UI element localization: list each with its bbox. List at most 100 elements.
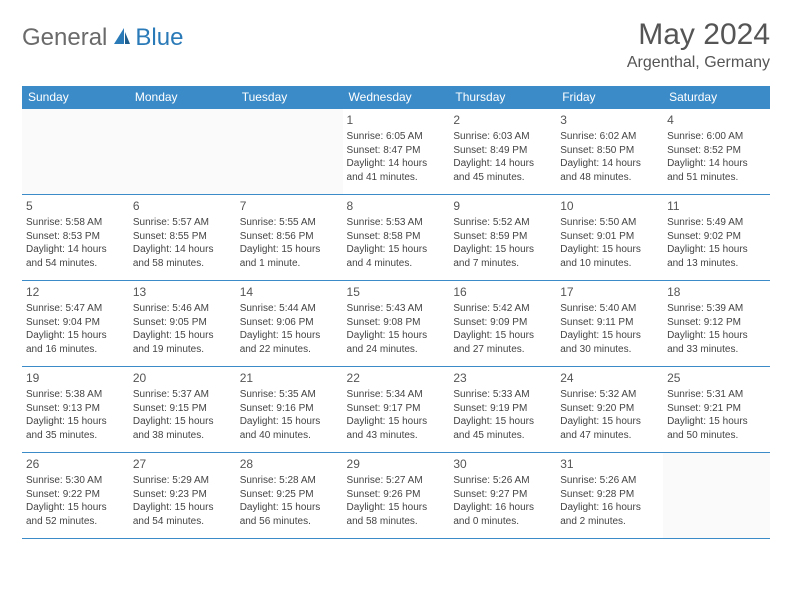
sunrise-line: Sunrise: 5:32 AM	[560, 388, 659, 402]
sunset-line: Sunset: 9:17 PM	[347, 402, 446, 416]
logo-text-general: General	[22, 24, 107, 52]
calendar-day-cell: 15Sunrise: 5:43 AMSunset: 9:08 PMDayligh…	[343, 281, 450, 367]
sunset-line: Sunset: 9:01 PM	[560, 230, 659, 244]
sunset-line: Sunset: 9:21 PM	[667, 402, 766, 416]
day-number: 16	[453, 284, 552, 300]
sunset-line: Sunset: 9:05 PM	[133, 316, 232, 330]
calendar-week-row: 5 Sunrise: 5:58 AMSunset: 8:53 PM Daylight…	[22, 195, 770, 281]
day-number: 14	[240, 284, 339, 300]
calendar-week-row: 12Sunrise: 5:47 AMSunset: 9:04 PMDayligh…	[22, 281, 770, 367]
calendar-day-cell: 6Sunrise: 5:57 AMSunset: 8:55 PMDaylight…	[129, 195, 236, 281]
calendar-day-cell: 26Sunrise: 5:30 AMSunset: 9:22 PMDayligh…	[22, 453, 129, 539]
day-number: 15	[347, 284, 446, 300]
calendar-day-cell: 2 Sunrise: 6:03 AMSunset: 8:49 PMDaylight…	[449, 109, 556, 195]
sunset-line: Sunset: 9:15 PM	[133, 402, 232, 416]
sunrise-line: Sunrise: 5:35 AM	[240, 388, 339, 402]
sunrise-line: Sunrise: 5:49 AM	[667, 216, 766, 230]
daylight-line: Daylight: 15 hours and 43 minutes.	[347, 415, 446, 442]
calendar-day-cell: 16Sunrise: 5:42 AMSunset: 9:09 PMDayligh…	[449, 281, 556, 367]
sunrise-line: Sunrise: 5:39 AM	[667, 302, 766, 316]
sunrise-line: Sunrise: 6:03 AM	[453, 130, 552, 144]
sail-icon	[112, 26, 132, 46]
weekday-header: Monday	[129, 86, 236, 109]
sunrise-line: Sunrise: 5:40 AM	[560, 302, 659, 316]
sunrise-line: Sunrise: 5:37 AM	[133, 388, 232, 402]
daylight-line: Daylight: 15 hours and 47 minutes.	[560, 415, 659, 442]
day-number: 18	[667, 284, 766, 300]
sunrise-line: Sunrise: 5:29 AM	[133, 474, 232, 488]
sunset-line: Sunset: 9:16 PM	[240, 402, 339, 416]
day-number: 19	[26, 370, 125, 386]
day-number: 9	[453, 198, 552, 214]
calendar-day-cell: 18Sunrise: 5:39 AMSunset: 9:12 PMDayligh…	[663, 281, 770, 367]
sunrise-line: Sunrise: 5:42 AM	[453, 302, 552, 316]
sunrise-line: Sunrise: 5:33 AM	[453, 388, 552, 402]
day-number: 2	[453, 112, 552, 128]
calendar-day-cell: 20 Sunrise: 5:37 AMSunset: 9:15 PMDayligh…	[129, 367, 236, 453]
calendar-day-cell: 23Sunrise: 5:33 AMSunset: 9:19 PMDayligh…	[449, 367, 556, 453]
sunrise-line: Sunrise: 6:05 AM	[347, 130, 446, 144]
calendar-day-cell: 31Sunrise: 5:26 AMSunset: 9:28 PMDayligh…	[556, 453, 663, 539]
sunset-line: Sunset: 9:22 PM	[26, 488, 125, 502]
sunset-line: Sunset: 8:53 PM	[26, 230, 125, 244]
calendar-day-cell: 12Sunrise: 5:47 AMSunset: 9:04 PMDayligh…	[22, 281, 129, 367]
daylight-line: Daylight: 15 hours and 54 minutes.	[133, 501, 232, 528]
calendar-day-cell: 29Sunrise: 5:27 AMSunset: 9:26 PMDayligh…	[343, 453, 450, 539]
daylight-line: Daylight: 14 hours and 41 minutes.	[347, 157, 446, 184]
daylight-line: Daylight: 15 hours and 1 minute.	[240, 243, 339, 270]
sunset-line: Sunset: 9:20 PM	[560, 402, 659, 416]
day-number: 5	[26, 198, 125, 214]
calendar-day-cell: 24 Sunrise: 5:32 AMSunset: 9:20 PMDayligh…	[556, 367, 663, 453]
day-number: 20	[133, 370, 232, 386]
daylight-line: Daylight: 14 hours and 45 minutes.	[453, 157, 552, 184]
sunrise-line: Sunrise: 5:52 AM	[453, 216, 552, 230]
sunrise-line: Sunrise: 6:00 AM	[667, 130, 766, 144]
sunrise-line: Sunrise: 5:26 AM	[453, 474, 552, 488]
weekday-header-row: SundayMondayTuesdayWednesdayThursdayFrid…	[22, 86, 770, 109]
sunset-line: Sunset: 9:13 PM	[26, 402, 125, 416]
day-number: 10	[560, 198, 659, 214]
daylight-line: Daylight: 14 hours and 51 minutes.	[667, 157, 766, 184]
daylight-line: Daylight: 15 hours and 38 minutes.	[133, 415, 232, 442]
sunset-line: Sunset: 8:56 PM	[240, 230, 339, 244]
month-title: May 2024	[627, 18, 770, 52]
day-number: 6	[133, 198, 232, 214]
calendar-day-cell: 10Sunrise: 5:50 AMSunset: 9:01 PMDayligh…	[556, 195, 663, 281]
calendar-day-cell: 13Sunrise: 5:46 AMSunset: 9:05 PMDayligh…	[129, 281, 236, 367]
sunset-line: Sunset: 9:25 PM	[240, 488, 339, 502]
calendar-day-cell: 19Sunrise: 5:38 AMSunset: 9:13 PMDayligh…	[22, 367, 129, 453]
daylight-line: Daylight: 15 hours and 13 minutes.	[667, 243, 766, 270]
daylight-line: Daylight: 15 hours and 30 minutes.	[560, 329, 659, 356]
day-number: 30	[453, 456, 552, 472]
daylight-line: Daylight: 15 hours and 50 minutes.	[667, 415, 766, 442]
sunrise-line: Sunrise: 5:46 AM	[133, 302, 232, 316]
daylight-line: Daylight: 15 hours and 22 minutes.	[240, 329, 339, 356]
sunset-line: Sunset: 9:12 PM	[667, 316, 766, 330]
sunset-line: Sunset: 9:19 PM	[453, 402, 552, 416]
daylight-line: Daylight: 14 hours and 58 minutes.	[133, 243, 232, 270]
sunset-line: Sunset: 8:49 PM	[453, 144, 552, 158]
sunrise-line: Sunrise: 5:44 AM	[240, 302, 339, 316]
logo: General Blue	[22, 24, 183, 52]
calendar-day-cell	[236, 109, 343, 195]
daylight-line: Daylight: 15 hours and 45 minutes.	[453, 415, 552, 442]
weekday-header: Sunday	[22, 86, 129, 109]
daylight-line: Daylight: 15 hours and 4 minutes.	[347, 243, 446, 270]
sunset-line: Sunset: 8:55 PM	[133, 230, 232, 244]
calendar-day-cell: 21Sunrise: 5:35 AMSunset: 9:16 PMDayligh…	[236, 367, 343, 453]
day-number: 28	[240, 456, 339, 472]
sunset-line: Sunset: 9:26 PM	[347, 488, 446, 502]
day-number: 24	[560, 370, 659, 386]
calendar-day-cell	[129, 109, 236, 195]
calendar-week-row: 26Sunrise: 5:30 AMSunset: 9:22 PMDayligh…	[22, 453, 770, 539]
calendar-day-cell: 14 Sunrise: 5:44 AMSunset: 9:06 PMDayligh…	[236, 281, 343, 367]
day-number: 22	[347, 370, 446, 386]
sunrise-line: Sunrise: 5:55 AM	[240, 216, 339, 230]
sunrise-line: Sunrise: 5:58 AM	[26, 216, 125, 230]
calendar-day-cell: 4Sunrise: 6:00 AMSunset: 8:52 PMDaylight…	[663, 109, 770, 195]
sunset-line: Sunset: 9:23 PM	[133, 488, 232, 502]
calendar-day-cell: 25Sunrise: 5:31 AMSunset: 9:21 PMDayligh…	[663, 367, 770, 453]
sunset-line: Sunset: 9:06 PM	[240, 316, 339, 330]
day-number: 11	[667, 198, 766, 214]
sunrise-line: Sunrise: 5:34 AM	[347, 388, 446, 402]
